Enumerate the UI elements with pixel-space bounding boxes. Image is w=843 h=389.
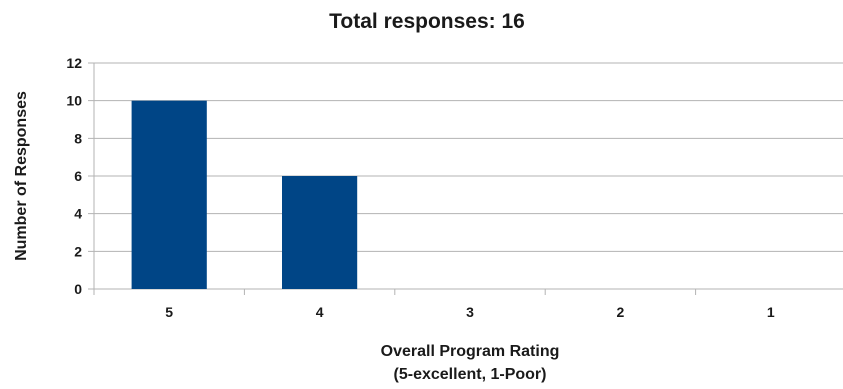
x-axis-ticks: 5 4 3 2 1	[165, 289, 775, 320]
x-tick-label: 4	[316, 304, 324, 320]
y-tick-label: 6	[74, 168, 82, 184]
y-tick-label: 2	[74, 243, 82, 259]
y-tick-label: 4	[74, 206, 82, 222]
y-tick-label: 12	[66, 55, 82, 71]
x-tick-label: 5	[165, 304, 173, 320]
x-tick-label: 2	[617, 304, 625, 320]
bar-rating-4	[282, 176, 358, 289]
bar-rating-5	[131, 100, 207, 290]
x-tick-label: 3	[466, 304, 474, 320]
x-axis-title-line-2: (5-excellent, 1-Poor)	[394, 366, 547, 383]
x-axis-title-line-1: Overall Program Rating	[381, 343, 560, 360]
y-tick-label: 8	[74, 130, 82, 146]
y-axis-title: Number of Responses	[13, 91, 30, 261]
y-tick-label: 10	[66, 93, 82, 109]
chart-title: Total responses: 16	[329, 10, 525, 33]
y-axis-ticks: 0 2 4 6 8 10 12	[66, 55, 82, 297]
x-tick-label: 1	[767, 304, 775, 320]
bars	[131, 100, 358, 290]
gridlines	[88, 62, 843, 295]
y-tick-label: 0	[74, 281, 82, 297]
